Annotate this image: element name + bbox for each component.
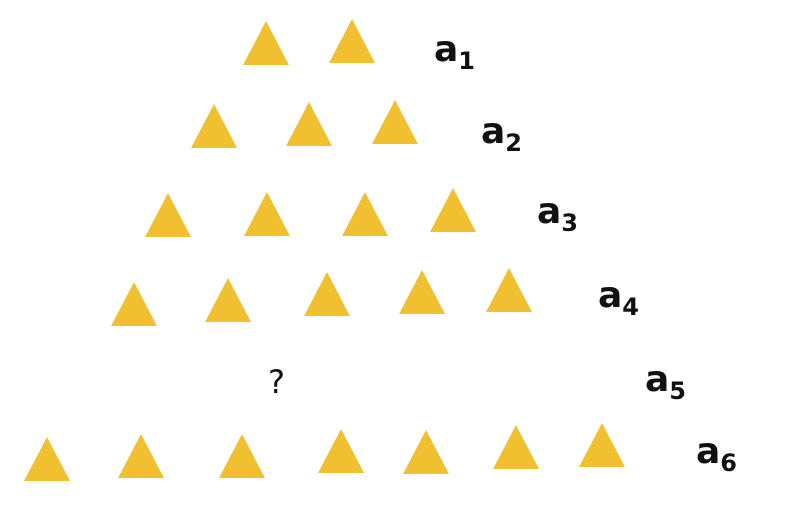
triangle: [118, 434, 164, 478]
triangle: [219, 434, 265, 478]
triangle: [205, 278, 251, 322]
triangle: [372, 100, 418, 144]
label-a1: a1: [434, 29, 475, 75]
label-a6: a6: [696, 431, 737, 477]
triangle: [430, 188, 476, 232]
unknown-question-mark: ?: [268, 363, 285, 401]
label-a2: a2: [481, 111, 522, 157]
row-a6: a6: [0, 0, 788, 481]
label-a5: a5: [645, 359, 686, 405]
row-a4: a4: [0, 0, 788, 326]
triangle: [145, 193, 191, 237]
triangle: [191, 104, 237, 148]
triangle: [486, 268, 532, 312]
row-a3: a3: [0, 0, 788, 237]
label-a3: a3: [537, 191, 578, 237]
triangle: [399, 270, 445, 314]
triangle: [111, 282, 157, 326]
triangle: [304, 272, 350, 316]
triangle: [579, 423, 625, 467]
triangle: [403, 430, 449, 474]
row-a1: a1: [0, 0, 788, 73]
row-a5: ? a5: [0, 0, 788, 404]
triangle: [493, 425, 539, 469]
row-a2: a2: [0, 0, 788, 155]
triangle: [243, 21, 289, 65]
triangle: [329, 19, 375, 63]
triangle: [24, 437, 70, 481]
triangle: [244, 192, 290, 236]
triangle: [286, 102, 332, 146]
triangle: [342, 192, 388, 236]
triangle: [318, 429, 364, 473]
label-a4: a4: [598, 275, 639, 321]
